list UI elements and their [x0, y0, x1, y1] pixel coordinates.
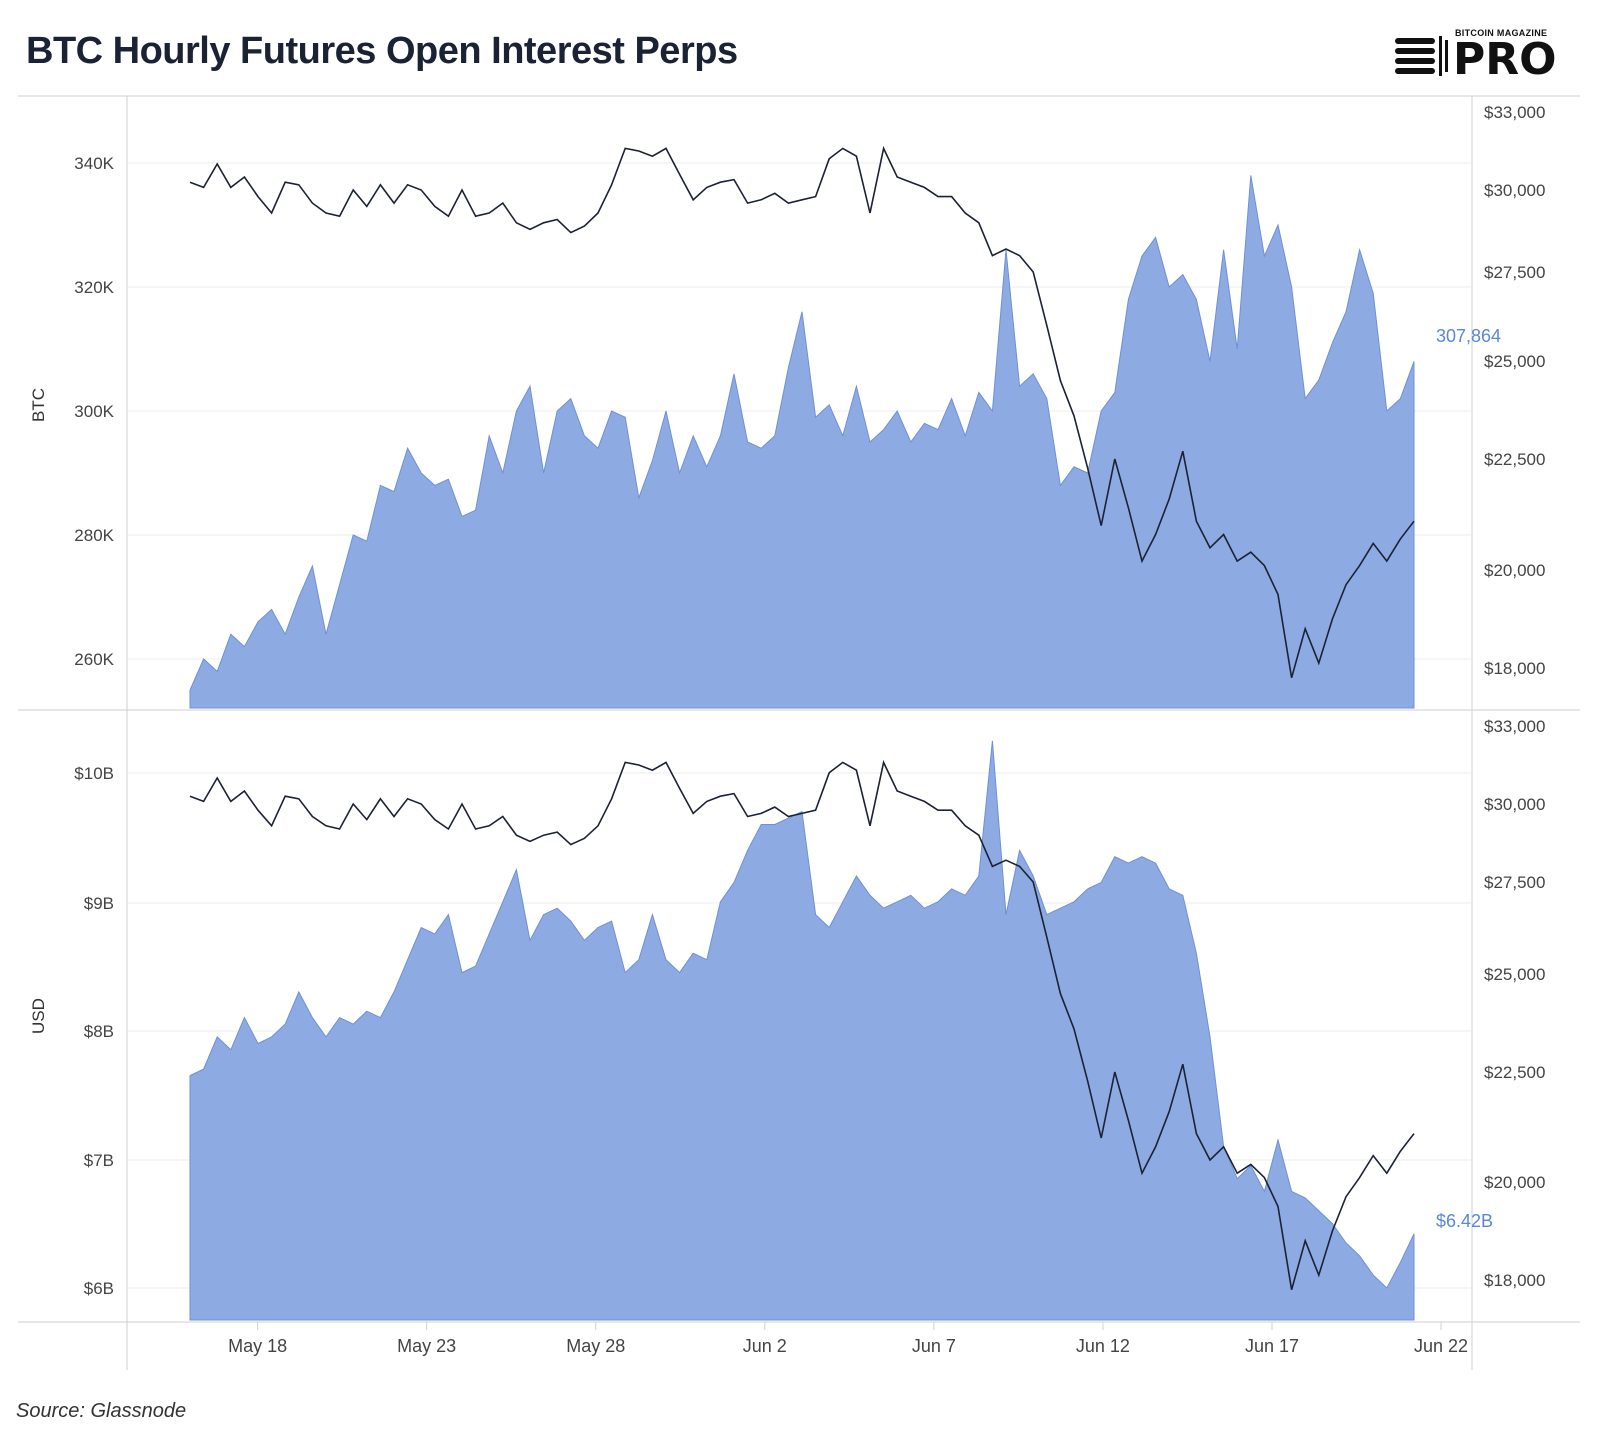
y2-tick-label: $30,000 — [1484, 795, 1545, 814]
y2-tick-label: $18,000 — [1484, 1271, 1545, 1290]
y2-tick-label: $27,500 — [1484, 263, 1545, 282]
x-tick-label: May 18 — [228, 1336, 287, 1356]
x-tick-label: Jun 12 — [1076, 1336, 1130, 1356]
y-axis-label-btc: BTC — [29, 388, 48, 422]
brand-logo: BITCOIN MAGAZINE PRO — [1395, 24, 1580, 84]
y2-tick-label: $27,500 — [1484, 873, 1545, 892]
y-tick-label: $9B — [84, 894, 114, 913]
last-value-label: $6.42B — [1436, 1211, 1493, 1231]
btc-price-line — [189, 145, 1415, 679]
last-value-label: 307,864 — [1436, 326, 1501, 346]
y-tick-label: $10B — [74, 764, 114, 783]
x-tick-label: May 28 — [566, 1336, 625, 1356]
y2-tick-label: $20,000 — [1484, 561, 1545, 580]
x-tick-label: Jun 2 — [743, 1336, 787, 1356]
logo-mark-icon — [1395, 36, 1448, 76]
y2-tick-label: $22,500 — [1484, 450, 1545, 469]
y2-tick-label: $33,000 — [1484, 103, 1545, 122]
logo-small-text: BITCOIN MAGAZINE — [1455, 28, 1548, 38]
y2-tick-label: $20,000 — [1484, 1173, 1545, 1192]
y-tick-label: 280K — [74, 526, 114, 545]
y2-tick-label: $22,500 — [1484, 1063, 1545, 1082]
x-axis: May 18 May 23 May 28 Jun 2 Jun 7 Jun 12 Jun 17… — [228, 1322, 1468, 1356]
y-tick-label: $8B — [84, 1022, 114, 1041]
y2-tick-label: $18,000 — [1484, 659, 1545, 678]
panel-usd: $6B $7B $8B $9B $10B $18,000 $20,000 $22,500 $25… — [74, 717, 1545, 1321]
y-tick-label: 300K — [74, 402, 114, 421]
y2-tick-label: $25,000 — [1484, 352, 1545, 371]
y-axis-label-usd: USD — [29, 998, 48, 1034]
panel-btc: 260K 280K 300K 320K 340K $18,000 $20,000 $22,50… — [74, 103, 1545, 709]
y-tick-label: 260K — [74, 650, 114, 669]
logo-big-text: PRO — [1453, 34, 1557, 85]
open-interest-area — [189, 175, 1415, 709]
y-tick-label: 320K — [74, 278, 114, 297]
btc-price-line — [189, 759, 1415, 1291]
chart-title: BTC Hourly Futures Open Interest Perps — [26, 30, 738, 72]
chart-area: 260K 280K 300K 320K 340K $18,000 $20,000 $22,50… — [18, 95, 1580, 1370]
source-note: Source: Glassnode — [16, 1400, 187, 1422]
y2-tick-label: $33,000 — [1484, 717, 1545, 736]
x-tick-label: Jun 22 — [1414, 1336, 1468, 1356]
y2-tick-label: $30,000 — [1484, 181, 1545, 200]
open-interest-area — [189, 740, 1415, 1321]
y2-tick-label: $25,000 — [1484, 965, 1545, 984]
x-tick-label: Jun 7 — [912, 1336, 956, 1356]
x-tick-label: Jun 17 — [1245, 1336, 1299, 1356]
y-tick-label: $6B — [84, 1279, 114, 1298]
y-tick-label: 340K — [74, 154, 114, 173]
x-tick-label: May 23 — [397, 1336, 456, 1356]
y-tick-label: $7B — [84, 1151, 114, 1170]
